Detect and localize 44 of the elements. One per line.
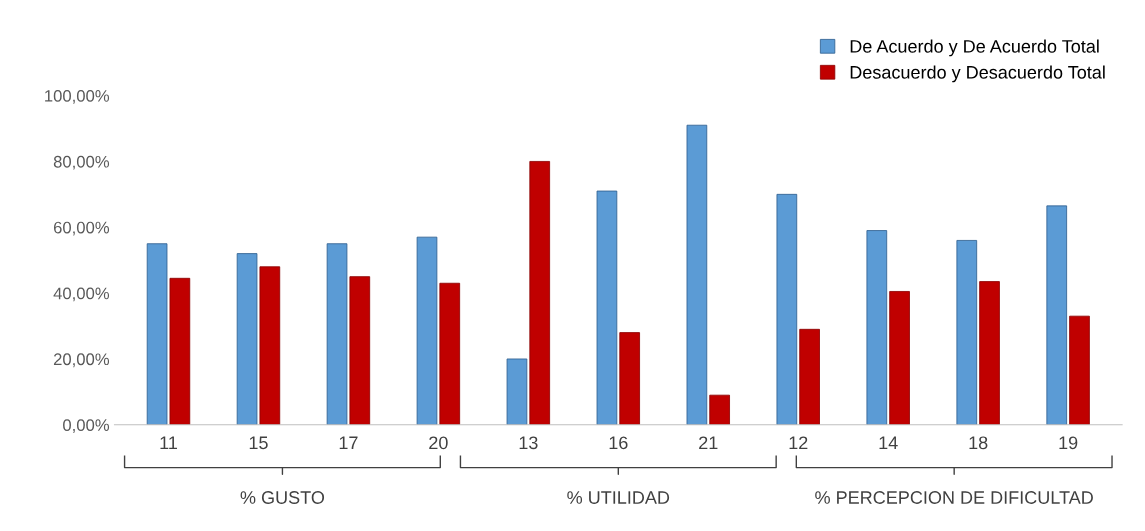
bar xyxy=(529,161,551,425)
bar xyxy=(326,243,348,425)
y-tick-label: 80,00% xyxy=(53,155,110,170)
bar xyxy=(686,124,708,425)
y-tick-label: 60,00% xyxy=(53,221,110,236)
bar xyxy=(439,282,461,425)
y-tick-label: 20,00% xyxy=(53,353,110,368)
bar xyxy=(866,230,888,425)
x-tick-label: 18 xyxy=(969,436,988,450)
bar xyxy=(596,190,618,425)
x-tick-label: 11 xyxy=(160,436,177,449)
x-tick-label: 15 xyxy=(249,436,268,450)
x-tick-label: 19 xyxy=(1059,436,1078,450)
bar xyxy=(349,276,371,425)
x-tick-label: 17 xyxy=(339,436,358,449)
bar xyxy=(259,266,281,425)
legend-label: De Acuerdo y De Acuerdo Total xyxy=(850,39,1099,57)
bar xyxy=(506,358,528,425)
bar xyxy=(619,332,640,425)
text: % GUSTO xyxy=(240,491,325,504)
y-tick-label: 0,00% xyxy=(63,419,110,433)
x-tick-label: 14 xyxy=(879,436,898,449)
bar xyxy=(956,240,978,425)
x-tick-label: 21 xyxy=(699,436,718,449)
text: % UTILIDAD xyxy=(567,491,670,504)
x-tick-label: 16 xyxy=(609,436,628,450)
bar xyxy=(799,328,820,425)
x-tick-label: 13 xyxy=(519,436,538,450)
bar xyxy=(979,281,1000,425)
bar xyxy=(236,253,258,425)
bar xyxy=(146,243,168,425)
bar xyxy=(416,236,438,425)
bar xyxy=(1069,315,1090,425)
y-tick-label: 100,00% xyxy=(45,89,110,104)
text: % PERCEPCION DE DIFICULTAD xyxy=(815,491,1093,504)
bar xyxy=(1046,205,1068,425)
bar xyxy=(776,193,798,425)
y-tick-label: 40,00% xyxy=(53,287,110,302)
x-tick-label: 12 xyxy=(789,436,808,449)
bar xyxy=(889,291,910,425)
x-tick-label: 20 xyxy=(429,436,448,450)
legend-label: Desacuerdo y Desacuerdo Total xyxy=(850,65,1105,83)
bar xyxy=(709,394,730,425)
bar xyxy=(169,277,191,425)
